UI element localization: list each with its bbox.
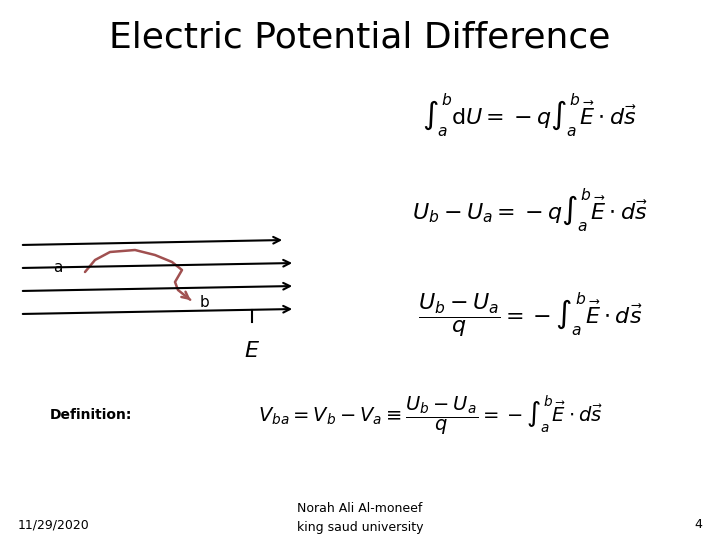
Text: $\dfrac{U_{b} - U_{a}}{q} = -\int_{a}^{b} \vec{E}\cdot d\vec{s}$: $\dfrac{U_{b} - U_{a}}{q} = -\int_{a}^{b… (418, 291, 642, 340)
Text: 4: 4 (694, 518, 702, 531)
Text: $E$: $E$ (244, 340, 260, 362)
Text: 11/29/2020: 11/29/2020 (18, 518, 90, 531)
Text: Norah Ali Al-moneef
king saud university: Norah Ali Al-moneef king saud university (297, 503, 423, 534)
Text: b: b (200, 295, 210, 310)
Text: a: a (53, 260, 62, 275)
Text: Electric Potential Difference: Electric Potential Difference (109, 21, 611, 55)
Text: $V_{ba} = V_{b} - V_{a} \equiv \dfrac{U_{b} - U_{a}}{q} = -\int_{a}^{b} \vec{E}\: $V_{ba} = V_{b} - V_{a} \equiv \dfrac{U_… (258, 393, 603, 437)
Text: $U_{b} - U_{a} = -q\int_{a}^{b} \vec{E}\cdot d\vec{s}$: $U_{b} - U_{a} = -q\int_{a}^{b} \vec{E}\… (412, 186, 648, 234)
Text: $\int_{a}^{b} \mathrm{d}U = -q\int_{a}^{b} \vec{E}\cdot d\vec{s}$: $\int_{a}^{b} \mathrm{d}U = -q\int_{a}^{… (423, 91, 638, 139)
Text: Definition:: Definition: (50, 408, 132, 422)
